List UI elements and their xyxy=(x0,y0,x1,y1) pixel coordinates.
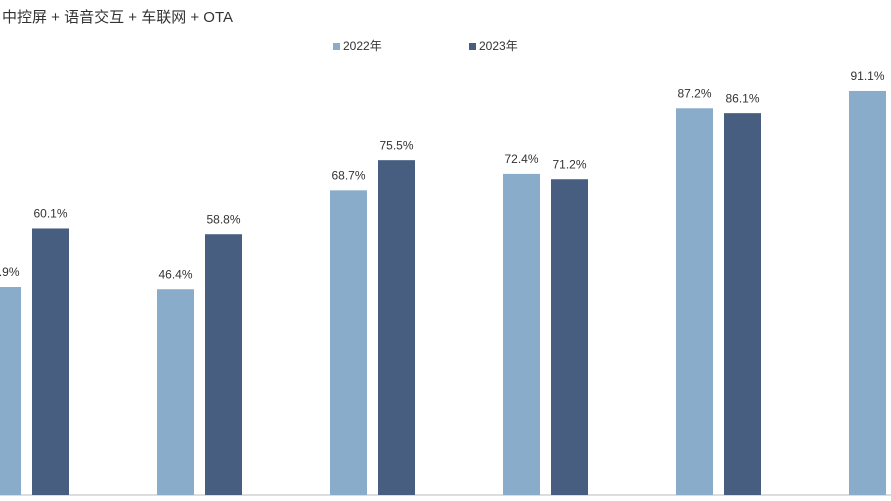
bar xyxy=(205,234,242,496)
bar xyxy=(676,108,713,495)
data-label: 68.7% xyxy=(331,168,365,182)
data-label: 46.4% xyxy=(158,267,192,281)
data-label: 87.2% xyxy=(677,86,711,100)
legend-swatch xyxy=(333,43,340,50)
legend-swatch xyxy=(469,43,476,50)
bar xyxy=(32,228,69,496)
bar xyxy=(551,179,588,495)
bar xyxy=(503,173,540,495)
data-label: 86.1% xyxy=(725,91,759,105)
data-label: 58.8% xyxy=(206,212,240,226)
bar xyxy=(849,90,886,495)
chart-title: 中控屏 + 语音交互 + 车联网 + OTA xyxy=(2,8,233,26)
bar xyxy=(157,289,194,495)
data-label: 75.5% xyxy=(379,138,413,152)
data-label: 91.1% xyxy=(850,69,884,83)
bar xyxy=(330,190,367,496)
data-label: 60.1% xyxy=(33,207,67,221)
data-label: 72.4% xyxy=(504,152,538,166)
legend-label: 2023年 xyxy=(479,39,518,53)
data-label: 71.2% xyxy=(552,157,586,171)
data-label: 46.9% xyxy=(0,265,20,279)
bar xyxy=(724,113,761,496)
legend-label: 2022年 xyxy=(343,39,382,53)
bar xyxy=(378,160,415,495)
bar xyxy=(0,286,21,495)
